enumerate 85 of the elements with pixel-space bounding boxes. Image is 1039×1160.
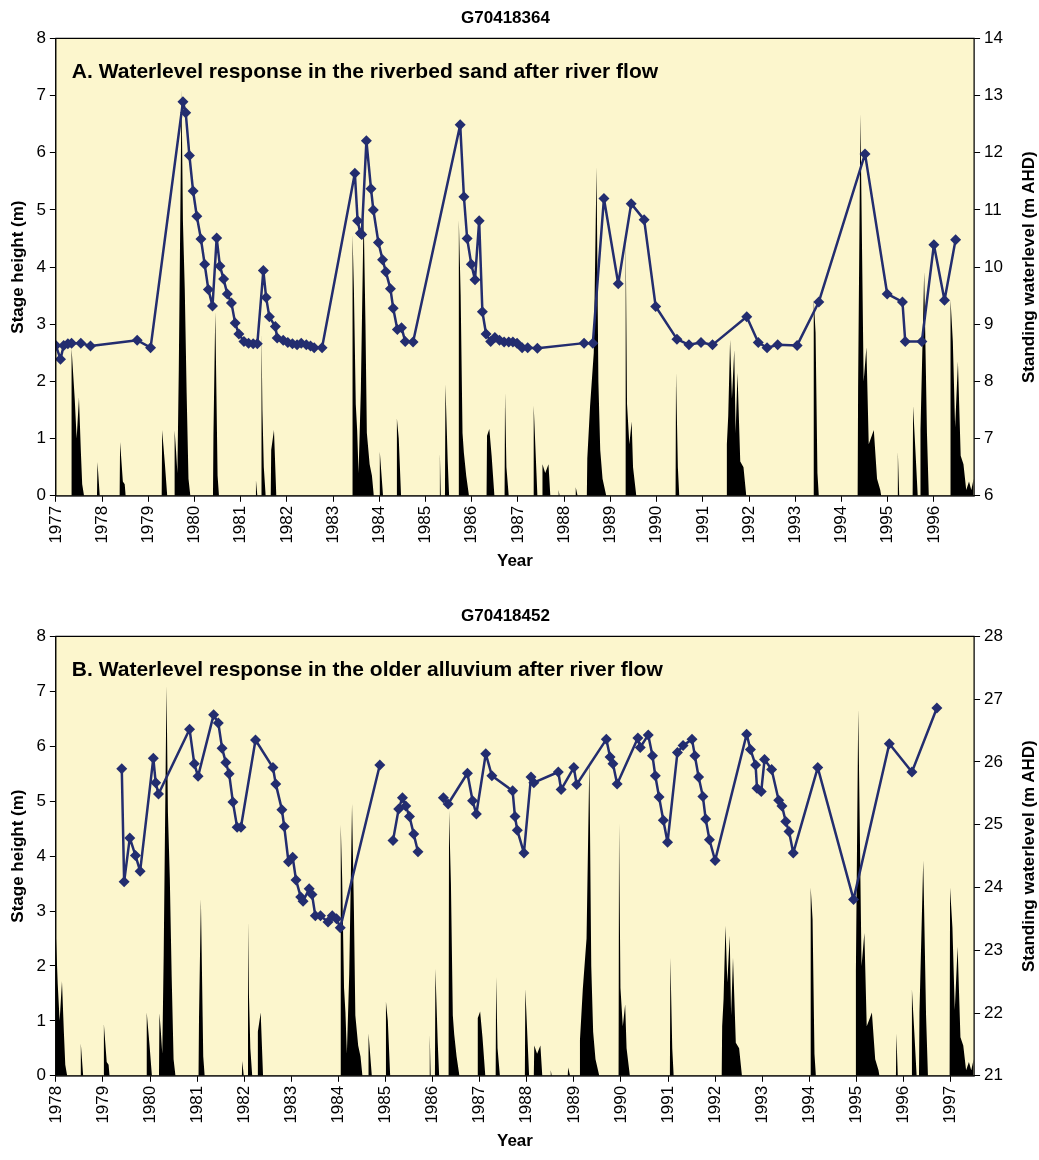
x-tick-label: 1980 [139, 1085, 159, 1124]
x-tick-label: 1995 [846, 1085, 866, 1124]
x-tick-label: 1983 [280, 1085, 300, 1124]
x-axis-title: Year [497, 1131, 534, 1151]
y-tick-label: 7 [36, 681, 46, 701]
x-tick-label: 1980 [184, 505, 204, 544]
y-tick-label: 5 [36, 790, 46, 810]
x-tick-label: 1990 [646, 505, 666, 544]
y-tick-label: 6 [36, 142, 46, 162]
x-tick-label: 1993 [751, 1085, 771, 1124]
y2-tick-label: 28 [984, 626, 1004, 646]
y2-tick-label: 14 [984, 28, 1004, 48]
y-tick-label: 5 [36, 199, 46, 219]
x-tick-label: 1995 [877, 505, 897, 544]
x-tick-label: 1983 [322, 505, 342, 544]
x-tick-label: 1981 [230, 505, 250, 544]
y2-tick-label: 10 [984, 256, 1004, 276]
y2-tick-label: 26 [984, 751, 1004, 771]
y2-tick-label: 21 [984, 1065, 1004, 1085]
x-tick-label: 1987 [507, 505, 527, 544]
x-tick-label: 1991 [657, 1085, 677, 1124]
x-tick-label: 1997 [940, 1085, 960, 1124]
y2-tick-label: 6 [984, 485, 994, 505]
y-axis-title: Stage height (m) [7, 789, 27, 923]
y2-tick-label: 8 [984, 371, 994, 391]
y2-tick-label: 27 [984, 688, 1004, 708]
annotation: A. Waterlevel response in the riverbed sand after river flow [71, 59, 659, 83]
y-tick-label: 8 [36, 28, 46, 48]
y-tick-label: 1 [36, 428, 46, 448]
y2-tick-label: 23 [984, 939, 1004, 959]
y-tick-label: 1 [36, 1010, 46, 1030]
x-tick-label: 1978 [91, 505, 111, 544]
x-tick-label: 1992 [704, 1085, 724, 1124]
y2-tick-label: 12 [984, 142, 1004, 162]
y-tick-label: 3 [36, 900, 46, 920]
annotation: B. Waterlevel response in the older alluvium after river flow [71, 657, 664, 681]
chart-title: G70418452 [461, 605, 550, 625]
y2-axis-title: Standing waterlevel (m AHD) [1018, 740, 1038, 972]
x-tick-label: 1984 [328, 1085, 348, 1124]
y2-axis-title: Standing waterlevel (m AHD) [1018, 151, 1038, 383]
y-tick-label: 2 [36, 955, 46, 975]
x-tick-label: 1989 [600, 505, 620, 544]
y-tick-label: 6 [36, 735, 46, 755]
y-tick-label: 7 [36, 85, 46, 105]
y2-tick-label: 9 [984, 313, 994, 333]
x-tick-label: 1996 [893, 1085, 913, 1124]
x-tick-label: 1991 [692, 505, 712, 544]
y-tick-label: 8 [36, 626, 46, 646]
y-tick-label: 0 [36, 485, 46, 505]
x-tick-label: 1987 [469, 1085, 489, 1124]
y-tick-label: 4 [36, 256, 46, 276]
x-tick-label: 1986 [461, 505, 481, 544]
x-tick-label: 1979 [92, 1085, 112, 1124]
x-tick-label: 1994 [798, 1085, 818, 1124]
y2-tick-label: 7 [984, 428, 994, 448]
y2-tick-label: 25 [984, 814, 1004, 834]
x-tick-label: 1996 [923, 505, 943, 544]
x-tick-label: 1979 [137, 505, 157, 544]
x-tick-label: 1982 [276, 505, 296, 544]
x-tick-label: 1981 [186, 1085, 206, 1124]
y-tick-label: 4 [36, 845, 46, 865]
x-tick-label: 1986 [422, 1085, 442, 1124]
y-axis-title: Stage height (m) [7, 200, 27, 334]
x-tick-label: 1977 [45, 505, 65, 544]
y2-tick-label: 24 [984, 877, 1004, 897]
x-tick-label: 1982 [233, 1085, 253, 1124]
y-tick-label: 3 [36, 313, 46, 333]
x-tick-label: 1988 [553, 505, 573, 544]
x-tick-label: 1984 [369, 505, 389, 544]
x-tick-label: 1985 [415, 505, 435, 544]
y-tick-label: 2 [36, 371, 46, 391]
x-tick-label: 1988 [516, 1085, 536, 1124]
y2-tick-label: 13 [984, 85, 1004, 105]
x-tick-label: 1985 [375, 1085, 395, 1124]
y2-tick-label: 11 [984, 199, 1002, 219]
x-tick-label: 1994 [831, 505, 851, 544]
x-tick-label: 1978 [45, 1085, 65, 1124]
x-tick-label: 1992 [738, 505, 758, 544]
x-tick-label: 1990 [610, 1085, 630, 1124]
y-tick-label: 0 [36, 1065, 46, 1085]
y2-tick-label: 22 [984, 1002, 1004, 1022]
x-tick-label: 1993 [784, 505, 804, 544]
x-axis-title: Year [497, 551, 534, 571]
chart-title: G70418364 [461, 7, 551, 27]
x-tick-label: 1989 [563, 1085, 583, 1124]
